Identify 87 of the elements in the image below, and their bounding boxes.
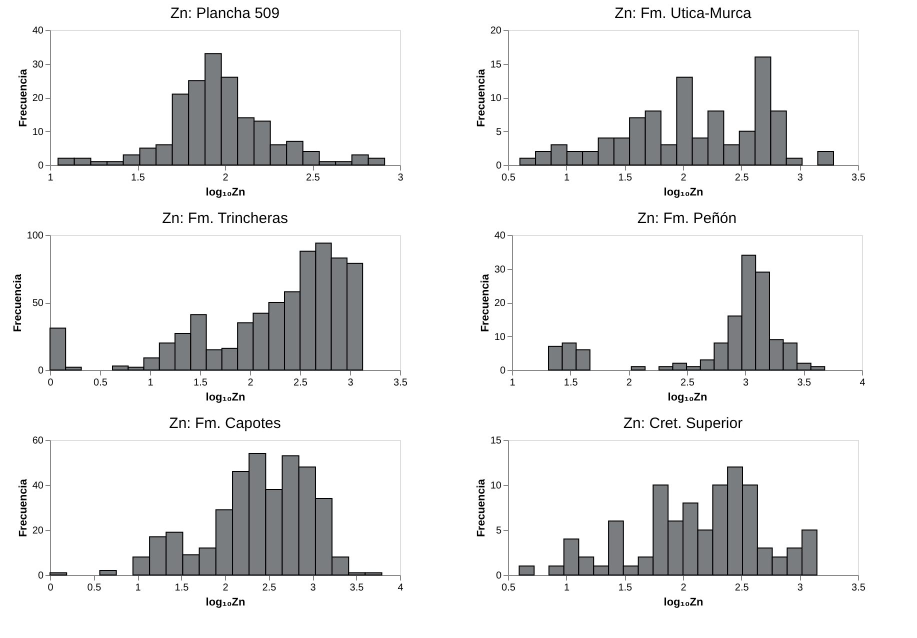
x-tick-label: 4 <box>860 378 866 388</box>
y-tick-label: 15 <box>490 436 502 446</box>
x-tick-label: 3.5 <box>394 378 408 388</box>
x-tick-label: 3.5 <box>852 582 866 594</box>
x-tick-label: 2 <box>680 172 687 184</box>
y-axis-title: Frecuencia <box>479 273 492 332</box>
y-tick-label: 15 <box>490 59 502 70</box>
y-tick-label: 30 <box>494 264 506 276</box>
x-tick-label: 1 <box>564 172 570 184</box>
y-axis-title: Frecuencia <box>17 68 30 128</box>
y-tick-label: 10 <box>490 480 502 492</box>
x-axis-title: log₁₀Zn <box>664 186 704 198</box>
x-tick-label: 2.5 <box>680 378 695 388</box>
x-axis-title: log₁₀Zn <box>664 596 704 608</box>
x-tick-label: 3 <box>398 172 404 184</box>
x-tick-label: 2.5 <box>294 378 308 388</box>
x-tick-label: 1 <box>564 582 570 594</box>
y-tick-label: 0 <box>496 160 502 172</box>
x-tick-label: 0.5 <box>502 172 516 184</box>
x-tick-label: 3 <box>797 582 804 594</box>
x-tick-label: 3 <box>797 172 804 184</box>
y-tick-label: 0 <box>496 570 502 582</box>
x-tick-label: 0 <box>48 582 54 594</box>
y-tick-label: 10 <box>494 332 506 343</box>
x-tick-label: 3 <box>743 378 750 388</box>
y-tick-label: 0 <box>38 570 44 582</box>
x-tick-label: 3 <box>310 582 316 594</box>
x-tick-label: 2.5 <box>306 172 320 184</box>
chart-title: Zn: Fm. Capotes <box>169 415 281 432</box>
y-axis-title: Frecuencia <box>475 478 488 538</box>
y-tick-label: 10 <box>490 93 502 104</box>
x-tick-label: 1 <box>48 172 54 184</box>
x-tick-label: 2.5 <box>734 582 750 594</box>
x-tick-label: 2 <box>626 378 632 388</box>
y-tick-label: 30 <box>32 59 44 70</box>
x-tick-label: 2.5 <box>734 172 750 184</box>
y-tick-label: 60 <box>32 436 44 446</box>
x-tick-label: 1.5 <box>174 582 190 594</box>
x-tick-label: 1.5 <box>618 172 633 184</box>
x-axis-title: log₁₀Zn <box>206 392 246 404</box>
y-tick-label: 5 <box>496 126 502 138</box>
x-tick-label: 0.5 <box>94 378 108 388</box>
x-axis-title: log₁₀Zn <box>206 186 246 198</box>
x-tick-label: 2 <box>222 172 229 184</box>
y-tick-label: 0 <box>500 366 506 376</box>
y-tick-label: 100 <box>26 230 44 242</box>
x-tick-label: 2 <box>680 582 687 594</box>
y-tick-label: 20 <box>494 298 506 309</box>
y-tick-label: 0 <box>38 160 44 172</box>
chart-title: Zn: Fm. Trincheras <box>162 210 288 227</box>
chart-title: Zn: Plancha 509 <box>170 5 280 22</box>
x-tick-label: 3 <box>348 378 354 388</box>
x-tick-label: 4 <box>398 582 404 594</box>
y-tick-label: 0 <box>38 366 44 376</box>
y-tick-label: 40 <box>32 26 44 36</box>
x-tick-label: 0 <box>48 378 54 388</box>
y-tick-label: 20 <box>32 526 44 536</box>
chart-title: Zn: Fm. Utica-Murca <box>614 5 752 22</box>
x-tick-label: 1.5 <box>618 582 633 594</box>
y-axis-title: Frecuencia <box>12 273 24 332</box>
x-tick-label: 0.5 <box>87 582 102 594</box>
x-tick-label: 2 <box>222 582 229 594</box>
x-tick-label: 3.5 <box>852 172 866 184</box>
x-tick-label: 1 <box>135 582 142 594</box>
y-tick-label: 40 <box>494 230 506 242</box>
y-tick-label: 20 <box>490 26 502 36</box>
x-tick-label: 2.5 <box>262 582 277 594</box>
x-axis-title: log₁₀Zn <box>206 596 246 608</box>
y-tick-label: 40 <box>32 480 44 492</box>
x-tick-label: 0.5 <box>502 582 516 594</box>
y-axis-title: Frecuencia <box>475 68 488 128</box>
y-axis-title: Frecuencia <box>17 478 30 538</box>
y-tick-label: 20 <box>32 93 44 104</box>
x-tick-label: 1.5 <box>194 378 208 388</box>
x-tick-label: 3.5 <box>797 378 812 388</box>
y-tick-label: 50 <box>32 298 44 309</box>
x-tick-label: 1.5 <box>131 172 146 184</box>
x-tick-label: 1.5 <box>564 378 578 388</box>
x-tick-label: 3.5 <box>350 582 364 594</box>
chart-title: Zn: Cret. Superior <box>623 415 743 432</box>
x-axis-title: log₁₀Zn <box>668 392 708 404</box>
y-tick-label: 5 <box>496 526 502 536</box>
chart-title: Zn: Fm. Peñón <box>637 210 737 227</box>
x-tick-label: 1 <box>148 378 154 388</box>
y-tick-label: 10 <box>32 126 44 138</box>
x-tick-label: 1 <box>510 378 516 388</box>
x-tick-label: 2 <box>248 378 254 388</box>
